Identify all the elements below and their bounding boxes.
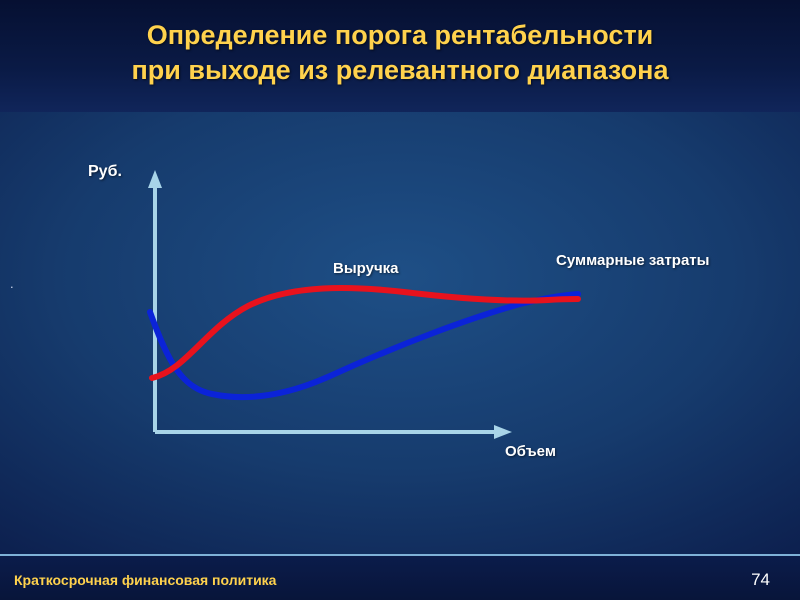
x-axis-label: Объем: [505, 443, 556, 460]
title-line-2: при выходе из релевантного диапазона: [131, 54, 669, 85]
page-number: 74: [751, 570, 770, 589]
chart-svg: [147, 170, 581, 439]
title-band: [0, 0, 800, 112]
series-line-total-costs: [147, 291, 581, 401]
page-title: Определение порога рентабельности при вы…: [0, 18, 800, 87]
y-axis-label: Руб.: [88, 163, 122, 180]
annotation-revenue: Выручка: [333, 260, 399, 277]
y-axis-arrow-icon: [148, 170, 162, 188]
footer-bar: [0, 554, 800, 600]
chart-canvas: Руб. Выручка Суммарные затраты Объем: [0, 112, 800, 556]
footer-title: Краткосрочная финансовая политика: [14, 572, 277, 588]
annotation-total-costs: Суммарные затраты: [556, 252, 710, 269]
series-line-revenue: [149, 284, 581, 381]
title-line-1: Определение порога рентабельности: [146, 20, 654, 50]
x-axis-arrow-icon: [494, 425, 512, 439]
bullet-dot: .: [10, 276, 14, 291]
